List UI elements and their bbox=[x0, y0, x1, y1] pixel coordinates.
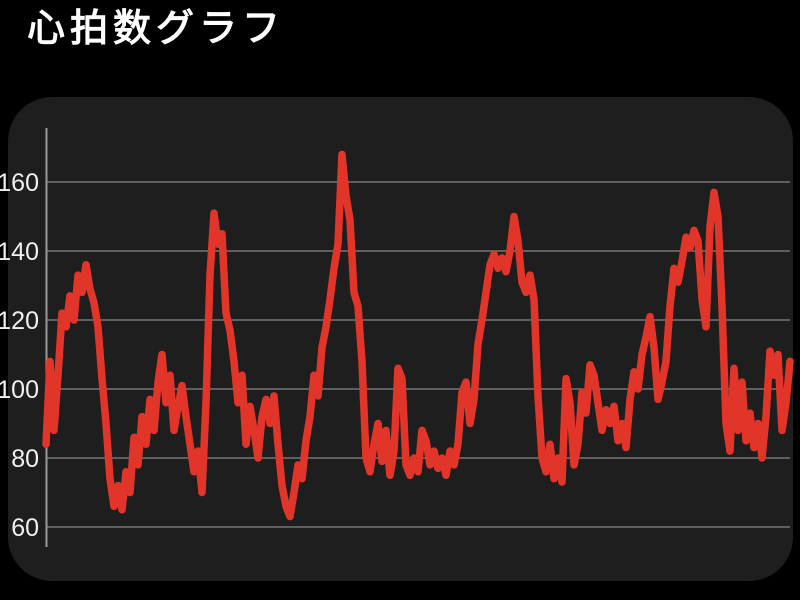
y-tick-label: 140 bbox=[0, 238, 39, 266]
heart-rate-line bbox=[42, 150, 794, 521]
y-tick-label: 100 bbox=[0, 376, 39, 404]
y-tick-label: 120 bbox=[0, 307, 39, 335]
page-title: 心拍数グラフ bbox=[27, 8, 286, 50]
chart-panel bbox=[8, 97, 793, 581]
y-tick-label: 160 bbox=[0, 169, 39, 197]
y-tick-label: 60 bbox=[11, 514, 39, 542]
y-tick-label: 80 bbox=[11, 445, 39, 473]
